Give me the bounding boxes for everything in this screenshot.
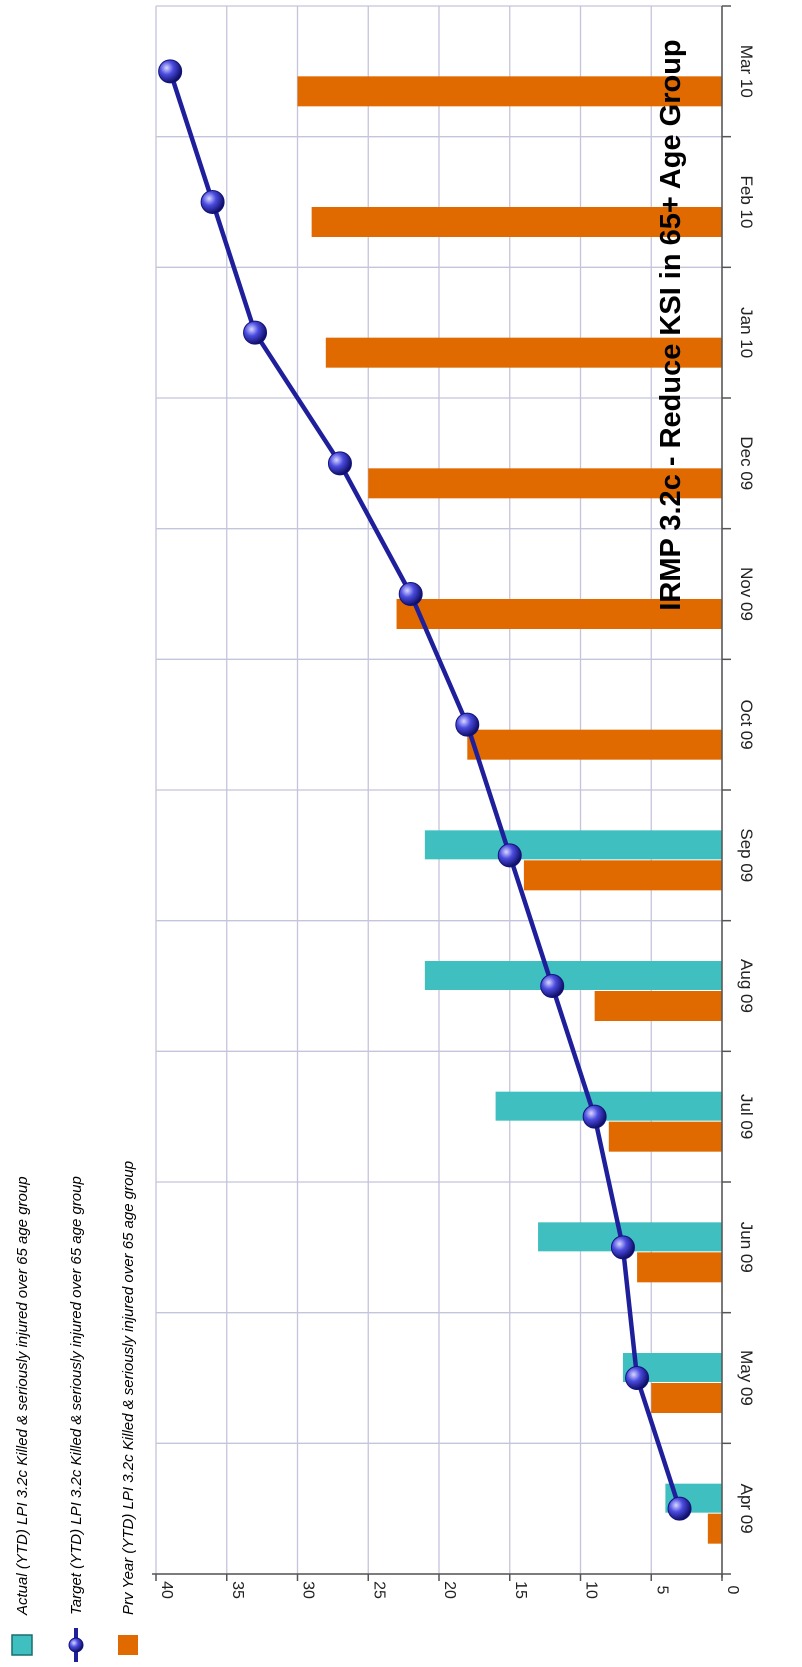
target-point-10 (200, 190, 225, 214)
value-tick-label-5: 5 (653, 1586, 670, 1595)
bar-prev-year-0 (707, 1513, 722, 1544)
value-tick-label-20: 20 (441, 1581, 458, 1599)
legend-label-0: Actual (YTD) LPI 3.2c Killed & seriously… (14, 1176, 31, 1616)
target-point-0 (667, 1496, 692, 1521)
legend-label-2: Target (YTD) LPI 3.2c Killed & seriously… (68, 1176, 85, 1615)
category-label-0: Apr 09 (737, 1484, 756, 1534)
legend: Actual (YTD) LPI 3.2c Killed & seriously… (11, 1161, 138, 1662)
bar-prev-year-10 (311, 207, 722, 237)
target-point-4 (540, 974, 565, 998)
axes: 0 5 10 15 20 25 30 35 40 Apr 09 May 09 Jun 09 Jul 09… (152, 5, 756, 1599)
value-tick-label-40: 40 (158, 1581, 175, 1599)
category-label-9: Jan 10 (737, 307, 756, 358)
target-point-8 (327, 451, 352, 476)
target-point-6 (455, 712, 480, 737)
target-point-2 (610, 1235, 635, 1260)
category-label-6: Oct 09 (737, 700, 756, 750)
value-tick-label-10: 10 (583, 1581, 600, 1599)
target-point-9 (243, 320, 268, 345)
bar-prev-year-4 (594, 991, 722, 1021)
value-tick-label-15: 15 (512, 1581, 529, 1599)
bar-prev-year-9 (325, 337, 722, 368)
bar-prev-year-6 (467, 729, 722, 760)
category-label-1: May 09 (737, 1350, 756, 1406)
bar-actual-4 (424, 961, 722, 990)
bar-prev-year-3 (608, 1121, 722, 1152)
value-tick-label-0: 0 (724, 1586, 741, 1595)
bar-prev-year-8 (368, 468, 722, 499)
category-label-3: Jul 09 (737, 1094, 756, 1139)
bar-actual-5 (424, 830, 722, 860)
grid (155, 5, 723, 1575)
bar-prev-year-7 (396, 599, 722, 629)
legend-label-1: Prv Year (YTD) LPI 3.2c Killed & serious… (120, 1161, 137, 1615)
title-group: IRMP 3.2c - Reduce KSI in 65+ Age Group (655, 39, 687, 610)
target-point-3 (582, 1104, 607, 1129)
target-point-11 (158, 59, 183, 84)
value-tick-label-30: 30 (300, 1581, 317, 1599)
value-tick-label-25: 25 (370, 1581, 387, 1599)
target-point-1 (625, 1366, 650, 1390)
category-label-11: Mar 10 (737, 45, 756, 98)
target-line (158, 59, 692, 1521)
target-point-5 (497, 843, 522, 868)
category-label-4: Aug 09 (737, 959, 756, 1013)
value-tick-label-35: 35 (229, 1581, 246, 1599)
chart-title: IRMP 3.2c - Reduce KSI in 65+ Age Group (655, 39, 687, 610)
bar-prev-year-11 (297, 76, 722, 107)
legend-swatch-0 (11, 1634, 33, 1656)
target-series-line (168, 70, 682, 1510)
category-label-8: Dec 09 (737, 436, 756, 490)
category-label-5: Sep 09 (737, 828, 756, 882)
legend-swatch-1 (118, 1635, 138, 1655)
category-label-7: Nov 09 (737, 567, 756, 621)
bar-prev-year-1 (651, 1383, 722, 1413)
legend-marker-2 (68, 1637, 84, 1653)
category-label-10: Feb 10 (737, 176, 756, 229)
bar-prev-year-5 (523, 860, 722, 891)
category-label-2: Jun 09 (737, 1222, 756, 1273)
bar-actual-3 (495, 1091, 722, 1121)
target-point-7 (398, 582, 423, 606)
bar-prev-year-2 (637, 1252, 722, 1283)
